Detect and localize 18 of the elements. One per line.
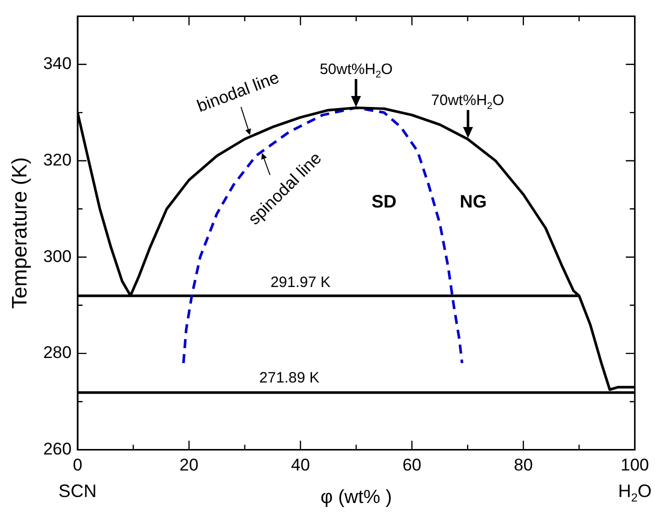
annotation: NG	[460, 192, 487, 212]
y-axis-title: Temperature (K)	[8, 157, 32, 309]
x-tick-label: 80	[514, 456, 533, 475]
y-tick-label: 320	[43, 150, 72, 170]
x-axis-title: φ (wt% )	[320, 486, 392, 508]
text: SCN	[58, 480, 97, 501]
y-tick-label: 260	[43, 439, 72, 458]
x-tick-label: 100	[620, 456, 650, 475]
y-tick-label: 340	[43, 54, 72, 74]
annotation: 271.89 K	[259, 370, 320, 387]
annotation: 291.97 K	[270, 274, 330, 291]
x-tick-label: 20	[180, 456, 198, 475]
x-tick-label: 0	[72, 456, 82, 475]
annotation: SD	[372, 192, 397, 212]
y-tick-label: 280	[43, 343, 72, 362]
y-tick-label: 300	[43, 246, 72, 266]
x-tick-label: 40	[291, 456, 310, 475]
x-tick-label: 60	[402, 456, 422, 475]
